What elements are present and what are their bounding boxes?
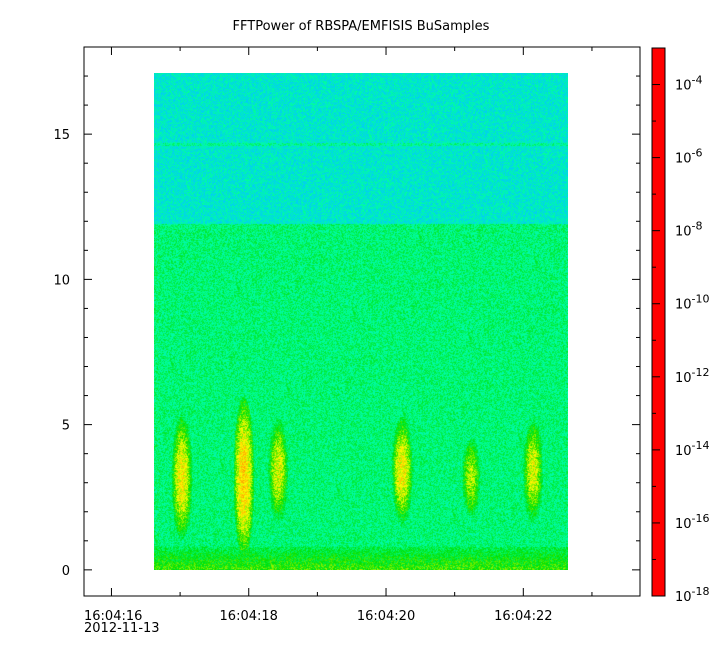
- x-tick-label: 16:04:20: [357, 609, 415, 624]
- colorbar-tick-label: 10-16: [675, 512, 710, 532]
- y-tick-label: 0: [62, 564, 70, 579]
- x-axis-date-label: 2012-11-13: [84, 621, 160, 636]
- spectrogram-image: [154, 73, 568, 570]
- colorbar-tick-label: 10-4: [675, 74, 703, 94]
- chart-title: FFTPower of RBSPA/EMFISIS BuSamples: [233, 19, 490, 34]
- colorbar-tick-label: 10-14: [675, 439, 710, 459]
- colorbar-tick-label: 10-12: [675, 366, 710, 386]
- y-tick-label: 10: [53, 273, 70, 288]
- x-tick-label: 16:04:16: [84, 609, 142, 624]
- colorbar-tick-label: 10-8: [675, 220, 703, 240]
- colorbar-tick-label: 10-18: [675, 585, 710, 605]
- x-tick-label: 16:04:18: [220, 609, 278, 624]
- x-axis: 16:04:16 16:04:18 16:04:20 16:04:22: [84, 47, 593, 624]
- colorbar-tick-label: 10-6: [675, 147, 703, 167]
- colorbar-axis: 10-4 10-6 10-8 10-10 10-12 10-14 10-16 10-18: [652, 47, 710, 605]
- y-axis: 0 5 10 15: [53, 75, 640, 579]
- y-tick-label: 15: [53, 128, 70, 143]
- colorbar: [652, 48, 665, 596]
- y-tick-label: 5: [62, 419, 70, 434]
- colorbar-tick-label: 10-10: [675, 293, 710, 313]
- x-tick-label: 16:04:22: [494, 609, 552, 624]
